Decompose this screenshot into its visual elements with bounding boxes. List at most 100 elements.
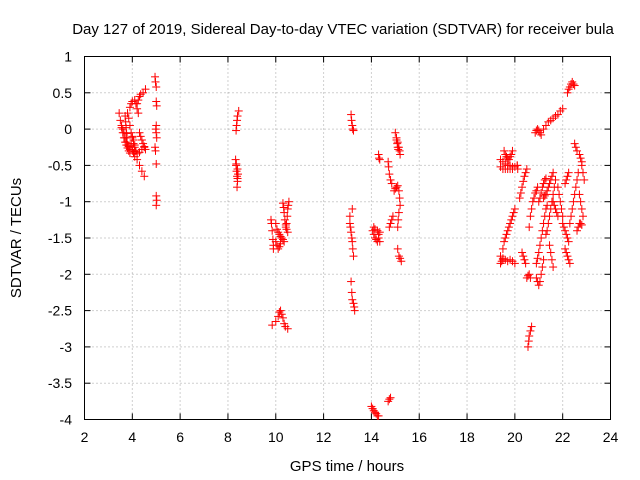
data-point — [117, 121, 126, 130]
data-point — [564, 237, 573, 246]
y-tick-label: -2.5 — [48, 303, 72, 319]
data-point — [565, 259, 574, 268]
data-point — [276, 306, 285, 315]
data-point — [136, 132, 145, 141]
y-tick-label: -3.5 — [48, 375, 72, 391]
data-point — [561, 244, 570, 253]
data-point — [516, 188, 525, 197]
data-point — [394, 208, 403, 217]
data-point — [515, 194, 524, 203]
data-point — [519, 177, 528, 186]
data-point — [232, 159, 241, 168]
data-point — [137, 167, 146, 176]
data-point — [567, 212, 576, 221]
data-point — [557, 204, 566, 213]
y-tick-label: -4 — [60, 412, 73, 428]
data-point — [562, 248, 571, 257]
data-point — [387, 179, 396, 188]
data-point — [526, 212, 535, 221]
data-point — [562, 175, 571, 184]
data-point — [393, 181, 402, 190]
data-point — [118, 125, 127, 134]
data-point — [550, 201, 559, 210]
data-point — [563, 88, 572, 97]
data-point — [509, 208, 518, 217]
data-point — [134, 109, 143, 118]
data-point — [543, 226, 552, 235]
data-point — [385, 395, 394, 404]
data-point — [549, 168, 558, 177]
data-point — [541, 230, 550, 239]
data-point — [348, 295, 357, 304]
data-point — [506, 219, 515, 228]
data-point — [510, 259, 519, 268]
y-tick-label: 1 — [64, 49, 72, 65]
axis-ticks — [84, 56, 611, 420]
data-point — [134, 96, 143, 105]
data-point — [532, 186, 541, 195]
data-point — [538, 263, 547, 272]
data-point — [500, 237, 509, 246]
data-point — [152, 101, 161, 110]
data-point — [551, 175, 560, 184]
data-point — [397, 257, 406, 266]
data-point — [547, 172, 556, 181]
data-point — [549, 263, 558, 272]
data-point — [394, 215, 403, 224]
data-point — [133, 155, 142, 164]
data-point — [562, 230, 571, 239]
data-point — [558, 104, 567, 113]
data-point — [532, 273, 541, 282]
data-point — [392, 135, 401, 144]
data-point — [535, 277, 544, 286]
data-point — [232, 126, 241, 135]
data-point — [541, 190, 550, 199]
data-point — [575, 190, 584, 199]
data-point — [348, 237, 357, 246]
data-point — [152, 201, 161, 210]
y-tick-label: 0.5 — [53, 85, 73, 101]
data-points — [115, 72, 589, 420]
data-point — [349, 299, 358, 308]
data-point — [507, 215, 516, 224]
data-point — [348, 204, 357, 213]
data-point — [281, 223, 290, 232]
data-point — [534, 197, 543, 206]
data-point — [271, 237, 280, 246]
grid — [84, 56, 611, 420]
data-point — [559, 223, 568, 232]
data-point — [510, 204, 519, 213]
data-point — [571, 143, 580, 152]
x-tick-label: 16 — [411, 429, 427, 445]
y-axis-label: SDTVAR / TECUs — [8, 178, 25, 298]
data-point — [576, 197, 585, 206]
x-tick-label: 14 — [364, 429, 380, 445]
data-point — [540, 191, 549, 200]
data-point — [234, 106, 243, 115]
data-point — [558, 212, 567, 221]
data-point — [543, 201, 552, 210]
data-point — [128, 132, 137, 141]
x-tick-label: 22 — [555, 429, 571, 445]
data-point — [388, 212, 397, 221]
data-point — [549, 197, 558, 206]
data-point — [525, 223, 534, 232]
data-point — [561, 226, 570, 235]
data-point — [580, 175, 589, 184]
y-tick-label: -3 — [60, 339, 73, 355]
data-point — [395, 194, 404, 203]
plot-area — [84, 56, 611, 420]
data-point — [384, 162, 393, 171]
data-point — [369, 223, 378, 232]
data-point — [576, 219, 585, 228]
data-point — [508, 146, 517, 155]
data-point — [346, 223, 355, 232]
data-point — [348, 244, 357, 253]
data-point — [350, 306, 359, 315]
data-point — [553, 183, 562, 192]
data-point — [385, 170, 394, 179]
data-point — [576, 154, 585, 163]
x-tick-label: 4 — [128, 429, 136, 445]
data-point — [137, 135, 146, 144]
